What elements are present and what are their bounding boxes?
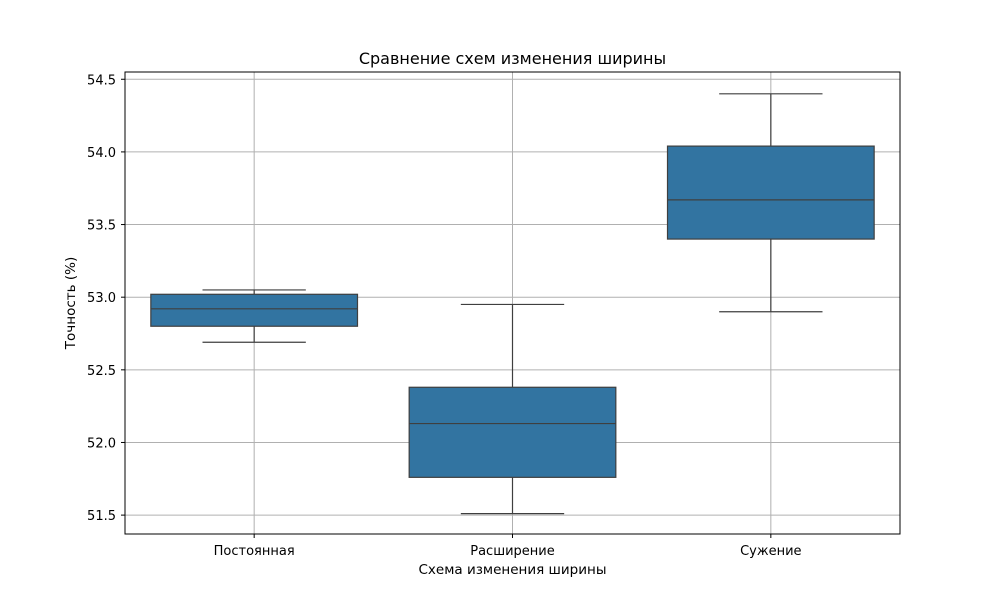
y-tick-label: 51.5: [87, 509, 116, 524]
y-tick-label: 54.5: [87, 73, 116, 88]
y-tick-label: 54.0: [87, 146, 116, 161]
x-tick-label: Сужение: [740, 544, 801, 559]
x-tick-label: Расширение: [470, 544, 555, 559]
axis-ticks: 51.5 52.0 52.5 53.0 53.5 54.0 54.5 Постоянная Ра…: [87, 73, 802, 559]
box-group: [666, 93, 875, 313]
box-group: [150, 289, 359, 343]
y-tick-label: 53.0: [87, 291, 116, 306]
x-axis-label: Схема изменения ширины: [418, 562, 606, 578]
chart-title: Сравнение схем изменения ширины: [359, 49, 666, 68]
y-tick-label: 52.5: [87, 364, 116, 379]
x-tick-label: Постоянная: [214, 544, 295, 559]
box-iqr: [150, 293, 359, 327]
y-tick-label: 53.5: [87, 219, 116, 234]
y-tick-label: 52.0: [87, 436, 116, 451]
box-iqr: [666, 145, 875, 240]
box-iqr: [408, 386, 617, 478]
y-axis-label: Точность (%): [63, 257, 79, 350]
box-group: [408, 303, 617, 515]
boxes: [150, 93, 875, 515]
